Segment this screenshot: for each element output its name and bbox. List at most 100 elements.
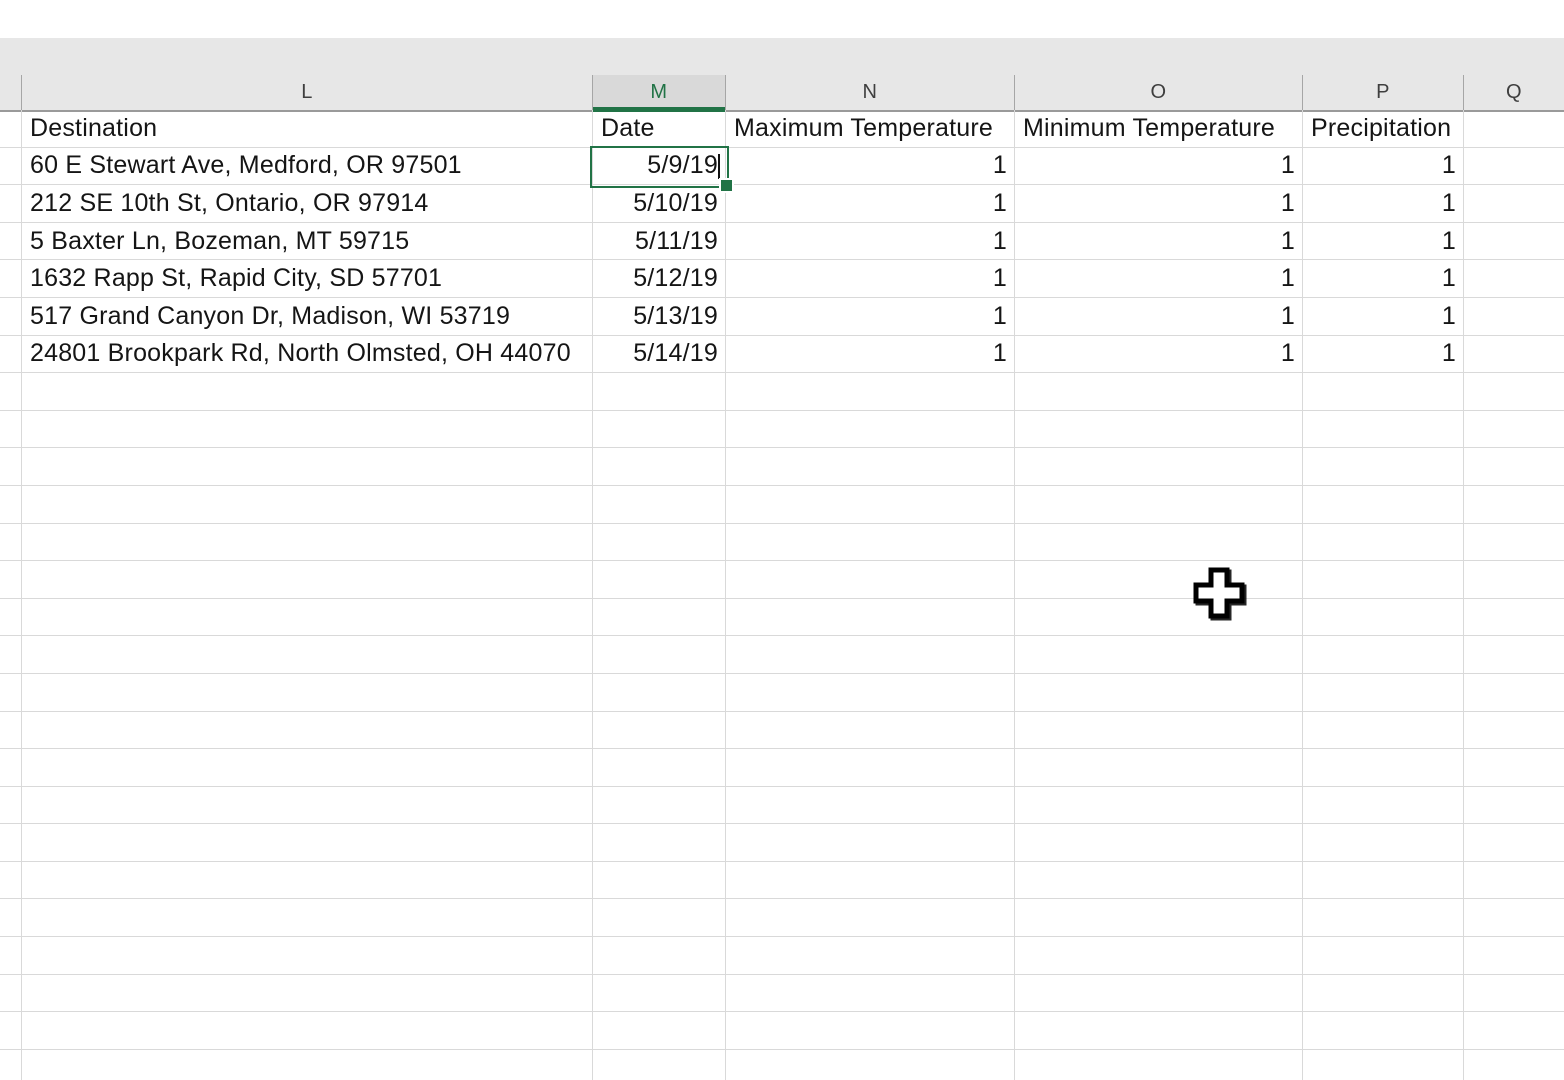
cell-empty[interactable]: [726, 937, 1015, 974]
cell-min-temp[interactable]: 1: [1015, 222, 1303, 260]
cell-empty[interactable]: [726, 861, 1015, 899]
cell-empty[interactable]: [1303, 1049, 1464, 1080]
fill-handle[interactable]: [719, 178, 734, 193]
column-header-k-partial[interactable]: [0, 75, 22, 110]
cell-empty[interactable]: [593, 561, 726, 598]
cell-empty[interactable]: [1464, 599, 1564, 636]
cell-empty[interactable]: [1015, 410, 1303, 448]
cell-k[interactable]: [0, 222, 22, 260]
cell-empty[interactable]: [593, 937, 726, 974]
cell-empty[interactable]: [1015, 711, 1303, 749]
cell-date[interactable]: 5/10/19: [593, 185, 726, 222]
cell-empty[interactable]: [1464, 373, 1564, 410]
cell-empty[interactable]: [1303, 410, 1464, 448]
cell-empty[interactable]: [0, 824, 22, 861]
cell-destination[interactable]: 1632 Rapp St, Rapid City, SD 57701: [22, 260, 593, 297]
cell-precipitation[interactable]: 1: [1303, 297, 1464, 335]
cell-empty[interactable]: [1464, 749, 1564, 786]
cell-empty[interactable]: [0, 1049, 22, 1080]
cell-precipitation[interactable]: 1: [1303, 147, 1464, 185]
cell-empty[interactable]: [1015, 598, 1303, 636]
cell-empty[interactable]: [0, 410, 22, 448]
cell-max-temp[interactable]: 1: [726, 185, 1015, 222]
cell-empty[interactable]: [0, 786, 22, 824]
cell-empty[interactable]: [0, 598, 22, 636]
cell-date[interactable]: 5/14/19: [593, 335, 726, 373]
cell-empty[interactable]: [1303, 673, 1464, 711]
header-cell-destination[interactable]: Destination: [22, 110, 593, 147]
cell-empty[interactable]: [22, 485, 593, 523]
cell-empty[interactable]: [726, 636, 1015, 673]
cell-empty[interactable]: [22, 786, 593, 824]
cell-max-temp[interactable]: 1: [726, 297, 1015, 335]
cell-empty[interactable]: [1464, 674, 1564, 711]
cell-precipitation[interactable]: 1: [1303, 335, 1464, 373]
cell-max-temp[interactable]: 1: [726, 335, 1015, 373]
cell-empty[interactable]: [726, 786, 1015, 824]
cell-empty[interactable]: [0, 974, 22, 1012]
cell-empty[interactable]: [1464, 824, 1564, 861]
cell-date-selected[interactable]: 5/9/19: [593, 147, 726, 185]
cell-empty[interactable]: [726, 711, 1015, 749]
cell-empty[interactable]: [593, 523, 726, 561]
cell-empty[interactable]: [1303, 523, 1464, 561]
cell-empty[interactable]: [0, 861, 22, 899]
cell-empty[interactable]: [0, 561, 22, 598]
cell-empty[interactable]: [593, 899, 726, 937]
cell-empty[interactable]: [1464, 448, 1564, 485]
cell-q[interactable]: [1464, 260, 1564, 297]
cell-empty[interactable]: [0, 673, 22, 711]
cell-empty[interactable]: [1015, 786, 1303, 824]
cell-empty[interactable]: [726, 1012, 1015, 1049]
cell-empty[interactable]: [0, 485, 22, 523]
column-header-n[interactable]: N: [726, 75, 1015, 110]
cell-empty[interactable]: [726, 749, 1015, 786]
cell-empty[interactable]: [22, 598, 593, 636]
cell-empty[interactable]: [1464, 636, 1564, 673]
cell-empty[interactable]: [22, 636, 593, 673]
cell-q[interactable]: [1464, 298, 1564, 335]
cell-empty[interactable]: [726, 448, 1015, 485]
cell-empty[interactable]: [593, 485, 726, 523]
cell-empty[interactable]: [1015, 824, 1303, 861]
cell-empty[interactable]: [1015, 861, 1303, 899]
cell-destination[interactable]: 60 E Stewart Ave, Medford, OR 97501: [22, 147, 593, 185]
cell-destination[interactable]: 517 Grand Canyon Dr, Madison, WI 53719: [22, 297, 593, 335]
cell-empty[interactable]: [0, 711, 22, 749]
cell-min-temp[interactable]: 1: [1015, 335, 1303, 373]
cell-destination[interactable]: 24801 Brookpark Rd, North Olmsted, OH 44…: [22, 335, 593, 373]
cell-q[interactable]: [1464, 185, 1564, 222]
cell-empty[interactable]: [0, 899, 22, 937]
cell-empty[interactable]: [593, 861, 726, 899]
cell-empty[interactable]: [1303, 1012, 1464, 1049]
cell-empty[interactable]: [1464, 787, 1564, 824]
cell-q[interactable]: [1464, 336, 1564, 373]
cell-destination[interactable]: 212 SE 10th St, Ontario, OR 97914: [22, 185, 593, 222]
cell-empty[interactable]: [1464, 411, 1564, 448]
cell-empty[interactable]: [593, 373, 726, 410]
cell-empty[interactable]: [593, 711, 726, 749]
cell-empty[interactable]: [1464, 862, 1564, 899]
cell-empty[interactable]: [1464, 1050, 1564, 1080]
cell-empty[interactable]: [1303, 598, 1464, 636]
cell-empty[interactable]: [726, 523, 1015, 561]
cell-empty[interactable]: [726, 899, 1015, 937]
cell-empty[interactable]: [1015, 485, 1303, 523]
cell-empty[interactable]: [593, 1012, 726, 1049]
cell-empty[interactable]: [1303, 824, 1464, 861]
cell-empty[interactable]: [1303, 711, 1464, 749]
column-header-p[interactable]: P: [1303, 75, 1464, 110]
cell-empty[interactable]: [1464, 712, 1564, 749]
cell-empty[interactable]: [0, 523, 22, 561]
cell-empty[interactable]: [726, 598, 1015, 636]
column-header-o[interactable]: O: [1015, 75, 1303, 110]
cell-empty[interactable]: [593, 786, 726, 824]
cell-empty[interactable]: [0, 448, 22, 485]
cell-empty[interactable]: [22, 749, 593, 786]
cell-empty[interactable]: [22, 824, 593, 861]
cell-empty[interactable]: [1303, 861, 1464, 899]
cell-empty[interactable]: [1015, 673, 1303, 711]
cell-empty[interactable]: [22, 899, 593, 937]
cell-empty[interactable]: [22, 711, 593, 749]
cell-empty[interactable]: [1303, 485, 1464, 523]
